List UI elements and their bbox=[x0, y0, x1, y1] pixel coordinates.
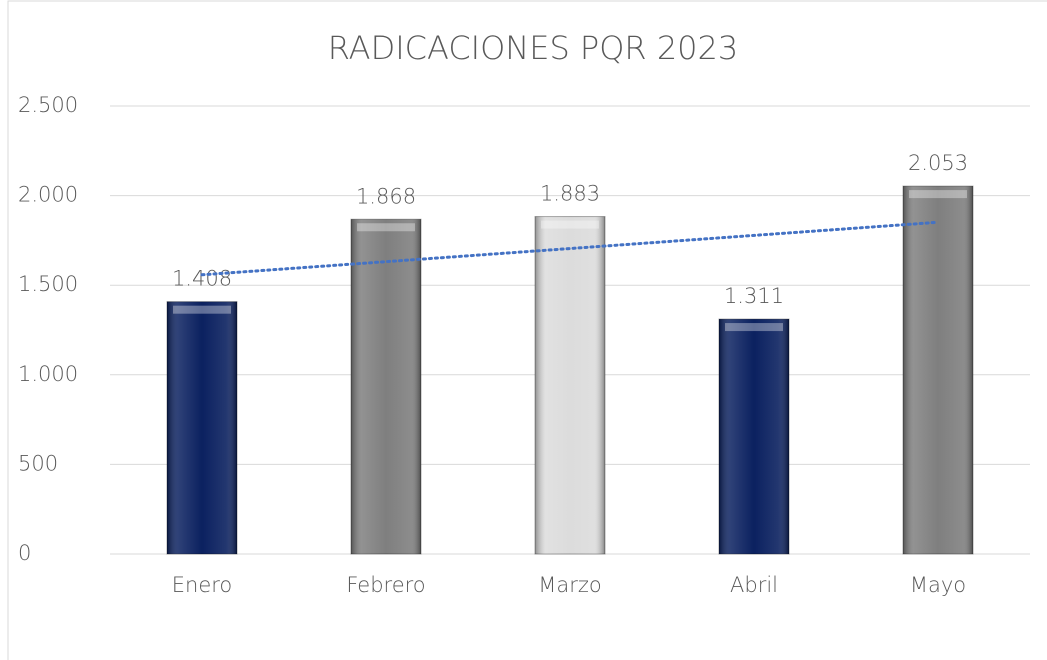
y-tick-label: 1.500 bbox=[18, 272, 78, 296]
y-tick-label: 2.500 bbox=[18, 93, 78, 117]
data-label: 2.053 bbox=[908, 151, 968, 175]
bar-shading bbox=[903, 186, 973, 554]
chart-frame bbox=[7, 0, 1047, 660]
x-tick-label: Abril bbox=[730, 573, 778, 597]
y-tick-label: 500 bbox=[18, 451, 58, 475]
bar-bevel bbox=[541, 220, 599, 229]
data-label: 1.883 bbox=[540, 182, 600, 206]
bar-shading bbox=[535, 216, 605, 554]
bar-bevel bbox=[909, 190, 967, 199]
bar-bevel bbox=[173, 305, 231, 314]
x-tick-label: Enero bbox=[172, 573, 233, 597]
data-label: 1.408 bbox=[172, 267, 232, 291]
x-tick-label: Marzo bbox=[538, 573, 602, 597]
x-tick-label: Mayo bbox=[910, 573, 966, 597]
bar-shading bbox=[351, 219, 421, 554]
data-label: 1.868 bbox=[356, 184, 416, 208]
y-tick-label: 0 bbox=[18, 541, 31, 565]
y-tick-label: 2.000 bbox=[18, 183, 78, 207]
trendline bbox=[200, 220, 940, 277]
bar-shading bbox=[167, 301, 237, 554]
x-tick-label: Febrero bbox=[346, 573, 425, 597]
y-tick-label: 1.000 bbox=[18, 362, 78, 386]
bar-bevel bbox=[725, 323, 783, 332]
data-label: 1.311 bbox=[724, 284, 784, 308]
chart-title: RADICACIONES PQR 2023 bbox=[328, 29, 739, 67]
bar-shading bbox=[719, 319, 789, 554]
bar-bevel bbox=[357, 223, 415, 232]
